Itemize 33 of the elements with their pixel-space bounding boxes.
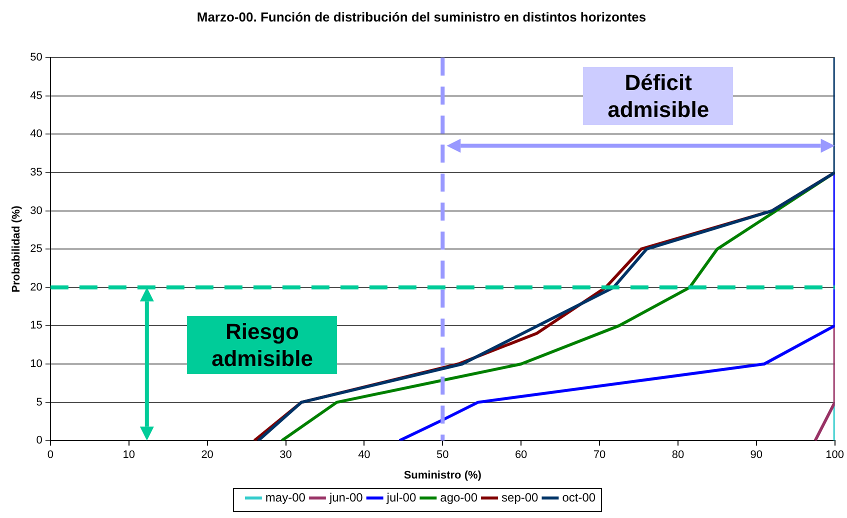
y-tick-label: 25 [30, 243, 42, 256]
y-tick-label: 0 [36, 434, 42, 447]
x-tick-label: 40 [358, 449, 370, 462]
x-tick-label: 30 [280, 449, 292, 462]
annotation: Riesgo admisible [187, 316, 338, 374]
x-tick-label: 60 [514, 449, 528, 462]
legend-label: oct-00 [562, 490, 596, 504]
annotation: Déficit admisible [583, 66, 734, 125]
y-tick-label: 50 [30, 52, 42, 64]
x-tick-label: 80 [672, 449, 684, 462]
x-axis-title: Suministro (%) [404, 469, 482, 482]
chart-title: Marzo-00. Función de distribución del suministro en distintos horizontes [196, 9, 646, 24]
y-tick-label: 10 [30, 358, 42, 370]
y-tick-label: 15 [30, 320, 42, 332]
legend-label: jun-00 [328, 490, 364, 504]
legend-label: sep-00 [502, 490, 539, 504]
y-tick-label: 5 [36, 396, 42, 408]
legend-label: ago-00 [440, 490, 478, 504]
y-tick-label: 35 [30, 166, 42, 179]
y-tick-label: 45 [30, 90, 42, 102]
x-tick-label: 10 [122, 449, 135, 462]
x-tick-label: 70 [593, 449, 606, 462]
x-tick-label: 100 [826, 449, 844, 462]
y-tick-label: 40 [30, 128, 42, 140]
x-tick-label: 0 [47, 449, 54, 462]
y-axis-title: Probabilidad (%) [10, 205, 23, 292]
legend-label: jul-00 [386, 490, 416, 504]
y-tick-label: 20 [30, 281, 42, 294]
x-tick-label: 20 [201, 449, 214, 462]
x-tick-label: 50 [436, 449, 449, 462]
y-tick-label: 30 [30, 204, 42, 217]
x-tick-label: 90 [750, 449, 763, 462]
legend-label: may-00 [265, 490, 306, 504]
